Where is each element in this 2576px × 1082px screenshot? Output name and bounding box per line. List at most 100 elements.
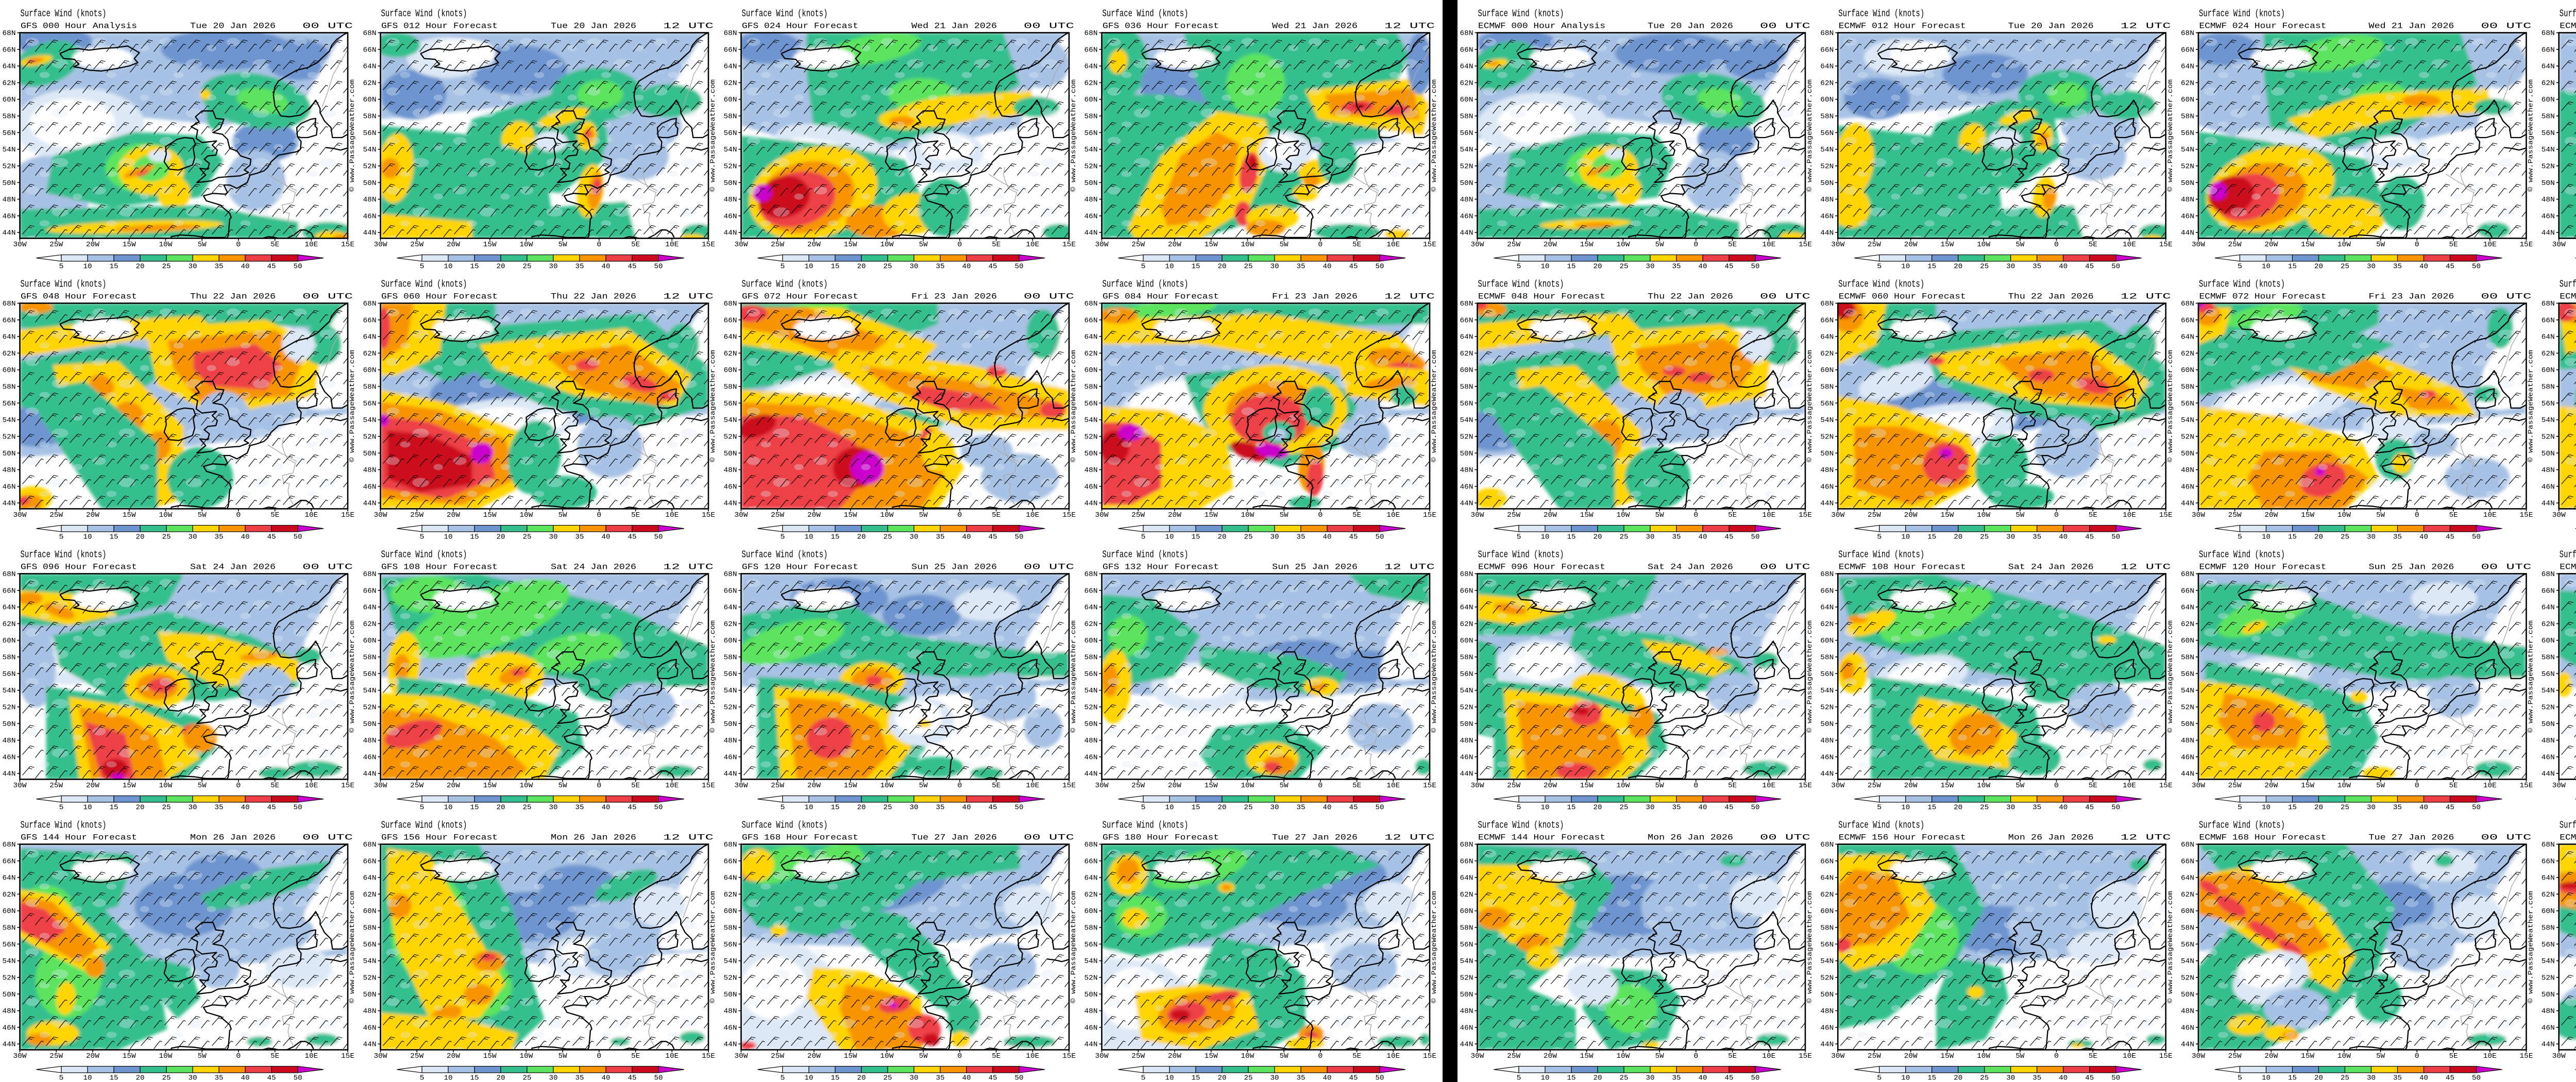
svg-text:GFS 156 Hour Forecast: GFS 156 Hour Forecast [381, 833, 498, 842]
svg-text:Surface Wind (knots): Surface Wind (knots) [2560, 8, 2576, 20]
svg-text:00 UTC: 00 UTC [2481, 563, 2532, 572]
svg-text:Wed 21 Jan 2026: Wed 21 Jan 2026 [1272, 22, 1358, 31]
svg-text:Tue 27 Jan 2026: Tue 27 Jan 2026 [1272, 833, 1358, 842]
svg-text:ECMWF 024 Hour Forecast: ECMWF 024 Hour Forecast [2199, 22, 2327, 31]
svg-text:Surface Wind (knots): Surface Wind (knots) [1838, 820, 1924, 831]
svg-text:Tue 20 Jan 2026: Tue 20 Jan 2026 [551, 22, 636, 31]
svg-text:GFS 024 Hour Forecast: GFS 024 Hour Forecast [742, 22, 858, 31]
svg-text:ECMWF 132 Hour Forecast: ECMWF 132 Hour Forecast [2560, 563, 2576, 572]
svg-text:GFS 180 Hour Forecast: GFS 180 Hour Forecast [1103, 833, 1219, 842]
svg-text:Wed 21 Jan 2026: Wed 21 Jan 2026 [2369, 22, 2454, 31]
svg-text:Mon 26 Jan 2026: Mon 26 Jan 2026 [1648, 833, 1733, 842]
svg-text:GFS 012 Hour Forecast: GFS 012 Hour Forecast [381, 22, 498, 31]
svg-text:ECMWF 048 Hour Forecast: ECMWF 048 Hour Forecast [1478, 292, 1605, 301]
svg-text:GFS 108 Hour Forecast: GFS 108 Hour Forecast [381, 563, 498, 572]
svg-text:Surface Wind (knots): Surface Wind (knots) [1478, 820, 1564, 831]
svg-text:12 UTC: 12 UTC [2121, 563, 2171, 572]
svg-text:00 UTC: 00 UTC [1024, 563, 1074, 572]
svg-text:12 UTC: 12 UTC [1384, 563, 1435, 572]
svg-text:GFS 144 Hour Forecast: GFS 144 Hour Forecast [21, 833, 137, 842]
svg-text:ECMWF 156 Hour Forecast: ECMWF 156 Hour Forecast [1839, 833, 1966, 842]
svg-text:Surface Wind (knots): Surface Wind (knots) [2199, 8, 2285, 20]
svg-text:Surface Wind (knots): Surface Wind (knots) [742, 279, 828, 290]
svg-text:Fri 23 Jan 2026: Fri 23 Jan 2026 [911, 292, 997, 301]
svg-text:00 UTC: 00 UTC [1760, 563, 1810, 572]
svg-text:00 UTC: 00 UTC [1760, 22, 1810, 31]
svg-text:Surface Wind (knots): Surface Wind (knots) [2199, 549, 2285, 561]
svg-text:Surface Wind (knots): Surface Wind (knots) [381, 8, 467, 20]
svg-text:Tue 20 Jan 2026: Tue 20 Jan 2026 [1648, 22, 1733, 31]
svg-text:GFS 168 Hour Forecast: GFS 168 Hour Forecast [742, 833, 858, 842]
svg-text:ECMWF 084 Hour Forecast: ECMWF 084 Hour Forecast [2560, 292, 2576, 301]
svg-text:Surface Wind (knots): Surface Wind (knots) [742, 8, 828, 20]
svg-text:12 UTC: 12 UTC [663, 563, 714, 572]
svg-text:ECMWF 180 Hour Forecast: ECMWF 180 Hour Forecast [2560, 833, 2576, 842]
svg-text:ECMWF 036 Hour Forecast: ECMWF 036 Hour Forecast [2560, 22, 2576, 31]
svg-text:12 UTC: 12 UTC [663, 292, 714, 301]
svg-text:Mon 26 Jan 2026: Mon 26 Jan 2026 [551, 833, 636, 842]
svg-text:00 UTC: 00 UTC [1024, 22, 1074, 31]
svg-text:GFS 060 Hour Forecast: GFS 060 Hour Forecast [381, 292, 498, 301]
svg-text:Surface Wind (knots): Surface Wind (knots) [2560, 279, 2576, 290]
svg-text:Surface Wind (knots): Surface Wind (knots) [21, 279, 107, 290]
svg-text:GFS 048 Hour Forecast: GFS 048 Hour Forecast [21, 292, 137, 301]
svg-text:Thu 22 Jan 2026: Thu 22 Jan 2026 [2008, 292, 2094, 301]
svg-text:Sun 25 Jan 2026: Sun 25 Jan 2026 [2369, 563, 2454, 572]
svg-text:12 UTC: 12 UTC [2121, 292, 2171, 301]
svg-text:00 UTC: 00 UTC [1024, 833, 1074, 842]
svg-text:12 UTC: 12 UTC [663, 833, 714, 842]
svg-text:Thu 22 Jan 2026: Thu 22 Jan 2026 [1648, 292, 1733, 301]
svg-text:ECMWF 168 Hour Forecast: ECMWF 168 Hour Forecast [2199, 833, 2327, 842]
svg-text:Surface Wind (knots): Surface Wind (knots) [2560, 549, 2576, 561]
svg-text:GFS 072 Hour Forecast: GFS 072 Hour Forecast [742, 292, 858, 301]
svg-text:GFS 000 Hour Analysis: GFS 000 Hour Analysis [21, 22, 137, 31]
svg-text:Tue 27 Jan 2026: Tue 27 Jan 2026 [911, 833, 997, 842]
svg-text:Tue 27 Jan 2026: Tue 27 Jan 2026 [2369, 833, 2454, 842]
svg-text:Mon 26 Jan 2026: Mon 26 Jan 2026 [2008, 833, 2094, 842]
svg-text:Surface Wind (knots): Surface Wind (knots) [1103, 820, 1189, 831]
svg-text:Sat 24 Jan 2026: Sat 24 Jan 2026 [190, 563, 276, 572]
svg-text:Sat 24 Jan 2026: Sat 24 Jan 2026 [551, 563, 636, 572]
svg-text:GFS 120 Hour Forecast: GFS 120 Hour Forecast [742, 563, 858, 572]
svg-text:00 UTC: 00 UTC [302, 22, 353, 31]
svg-text:Thu 22 Jan 2026: Thu 22 Jan 2026 [190, 292, 276, 301]
svg-text:12 UTC: 12 UTC [1384, 833, 1435, 842]
svg-text:Surface Wind (knots): Surface Wind (knots) [742, 549, 828, 561]
svg-text:GFS 036 Hour Forecast: GFS 036 Hour Forecast [1103, 22, 1219, 31]
svg-text:Surface Wind (knots): Surface Wind (knots) [1103, 8, 1189, 20]
svg-text:12 UTC: 12 UTC [2121, 833, 2171, 842]
svg-text:00 UTC: 00 UTC [1024, 292, 1074, 301]
svg-text:00 UTC: 00 UTC [1760, 833, 1810, 842]
svg-text:ECMWF 096 Hour Forecast: ECMWF 096 Hour Forecast [1478, 563, 1605, 572]
svg-text:Surface Wind (knots): Surface Wind (knots) [381, 820, 467, 831]
svg-text:Surface Wind (knots): Surface Wind (knots) [1838, 279, 1924, 290]
svg-text:Surface Wind (knots): Surface Wind (knots) [1478, 279, 1564, 290]
svg-text:Surface Wind (knots): Surface Wind (knots) [1478, 8, 1564, 20]
svg-text:Tue 20 Jan 2026: Tue 20 Jan 2026 [2008, 22, 2094, 31]
svg-text:Fri 23 Jan 2026: Fri 23 Jan 2026 [1272, 292, 1358, 301]
svg-text:00 UTC: 00 UTC [2481, 22, 2532, 31]
svg-text:GFS 084 Hour Forecast: GFS 084 Hour Forecast [1103, 292, 1219, 301]
svg-text:00 UTC: 00 UTC [2481, 833, 2532, 842]
svg-text:Tue 20 Jan 2026: Tue 20 Jan 2026 [190, 22, 276, 31]
svg-text:Surface Wind (knots): Surface Wind (knots) [2560, 820, 2576, 831]
svg-text:12 UTC: 12 UTC [1384, 292, 1435, 301]
svg-text:Mon 26 Jan 2026: Mon 26 Jan 2026 [190, 833, 276, 842]
svg-text:Surface Wind (knots): Surface Wind (knots) [1103, 279, 1189, 290]
svg-text:Sat 24 Jan 2026: Sat 24 Jan 2026 [2008, 563, 2094, 572]
svg-text:Sun 25 Jan 2026: Sun 25 Jan 2026 [1272, 563, 1358, 572]
svg-text:ECMWF 120 Hour Forecast: ECMWF 120 Hour Forecast [2199, 563, 2327, 572]
svg-text:Surface Wind (knots): Surface Wind (knots) [21, 820, 107, 831]
svg-text:Surface Wind (knots): Surface Wind (knots) [381, 279, 467, 290]
svg-text:Surface Wind (knots): Surface Wind (knots) [1838, 549, 1924, 561]
svg-text:00 UTC: 00 UTC [2481, 292, 2532, 301]
svg-text:00 UTC: 00 UTC [302, 292, 353, 301]
svg-text:ECMWF 072 Hour Forecast: ECMWF 072 Hour Forecast [2199, 292, 2327, 301]
svg-text:ECMWF 012 Hour Forecast: ECMWF 012 Hour Forecast [1839, 22, 1966, 31]
svg-text:Surface Wind (knots): Surface Wind (knots) [21, 549, 107, 561]
svg-text:Surface Wind (knots): Surface Wind (knots) [2199, 279, 2285, 290]
svg-text:00 UTC: 00 UTC [302, 833, 353, 842]
svg-text:Surface Wind (knots): Surface Wind (knots) [2199, 820, 2285, 831]
svg-text:Surface Wind (knots): Surface Wind (knots) [1838, 8, 1924, 20]
svg-text:Sat 24 Jan 2026: Sat 24 Jan 2026 [1648, 563, 1733, 572]
